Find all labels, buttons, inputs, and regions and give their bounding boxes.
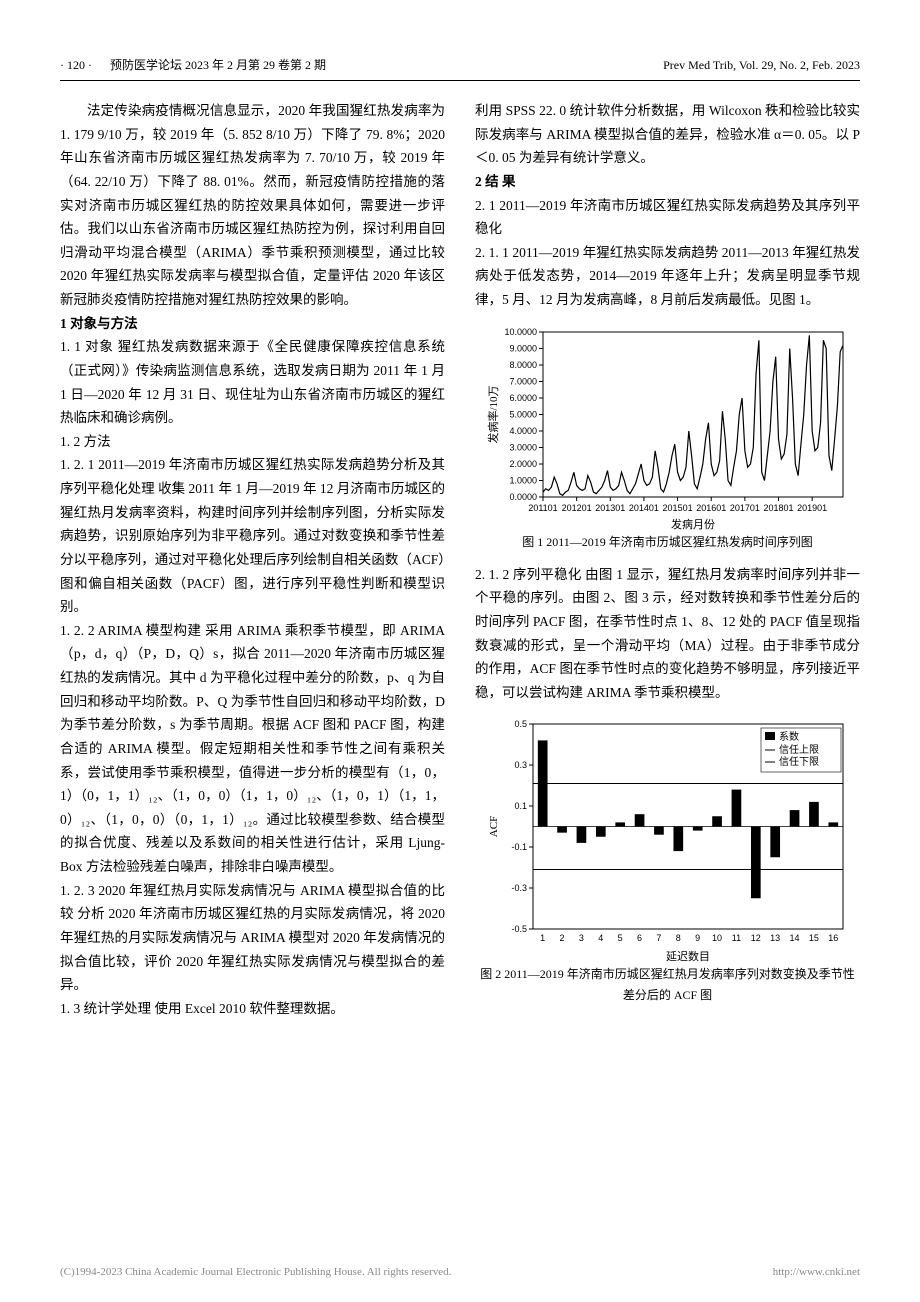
svg-text:9: 9 — [695, 933, 700, 943]
figure-1: 0.0000 1.0000 2.0000 3.0000 4.0000 5.0000 6.00… — [475, 322, 860, 553]
svg-text:0.5: 0.5 — [514, 719, 527, 729]
right-column: 利用 SPSS 22. 0 统计软件分析数据，用 Wilcoxon 秩和检验比较… — [475, 99, 860, 1020]
svg-text:11: 11 — [731, 933, 740, 943]
section-1-1: 1. 1 对象 猩红热发病数据来源于《全民健康保障疾控信息系统（正式网）》传染病… — [60, 335, 445, 430]
page-header: · 120 · 预防医学论坛 2023 年 2 月第 29 卷第 2 期 Pre… — [60, 55, 860, 81]
section-2-title: 2 结 果 — [475, 170, 860, 194]
svg-text:201101: 201101 — [528, 503, 557, 513]
svg-text:15: 15 — [808, 933, 818, 943]
svg-text:1: 1 — [540, 933, 545, 943]
section-1-title: 1 对象与方法 — [60, 312, 445, 336]
figure-2: -0.5-0.3-0.10.10.30.51234567891011121314… — [475, 714, 860, 1006]
svg-text:2: 2 — [559, 933, 564, 943]
svg-text:0.0000: 0.0000 — [509, 492, 537, 502]
figure-1-caption: 图 1 2011—2019 年济南市历城区猩红热发病时间序列图 — [475, 532, 860, 553]
intro-para: 法定传染病疫情概况信息显示，2020 年我国猩红热发病率为 1. 179 9/1… — [60, 99, 445, 312]
svg-text:13: 13 — [770, 933, 780, 943]
svg-text:1.0000: 1.0000 — [509, 475, 537, 485]
figure-2-chart: -0.5-0.3-0.10.10.30.51234567891011121314… — [483, 714, 853, 964]
svg-text:0.3: 0.3 — [514, 760, 527, 770]
svg-text:4.0000: 4.0000 — [509, 426, 537, 436]
svg-text:10.0000: 10.0000 — [504, 327, 537, 337]
journal-cn: 预防医学论坛 2023 年 2 月第 29 卷第 2 期 — [110, 55, 326, 76]
svg-text:6.0000: 6.0000 — [509, 393, 537, 403]
page-footer: (C)1994-2023 China Academic Journal Elec… — [60, 1263, 860, 1282]
page-number: · 120 · — [60, 55, 92, 76]
svg-text:201901: 201901 — [797, 503, 827, 513]
svg-text:201701: 201701 — [729, 503, 759, 513]
svg-text:3: 3 — [578, 933, 583, 943]
svg-text:201201: 201201 — [561, 503, 591, 513]
svg-text:-0.1: -0.1 — [511, 842, 527, 852]
section-2-1-1: 2. 1. 1 2011—2019 年猩红热实际发病趋势 2011—2013 年… — [475, 241, 860, 312]
content-columns: 法定传染病疫情概况信息显示，2020 年我国猩红热发病率为 1. 179 9/1… — [60, 99, 860, 1020]
section-1-2-2: 1. 2. 2 ARIMA 模型构建 采用 ARIMA 乘积季节模型，即 ARI… — [60, 619, 445, 879]
svg-text:0.1: 0.1 — [514, 801, 527, 811]
section-2-1: 2. 1 2011—2019 年济南市历城区猩红热实际发病趋势及其序列平稳化 — [475, 194, 860, 241]
svg-text:2.0000: 2.0000 — [509, 459, 537, 469]
svg-text:9.0000: 9.0000 — [509, 343, 537, 353]
section-1-2-3: 1. 2. 3 2020 年猩红热月实际发病情况与 ARIMA 模型拟合值的比较… — [60, 879, 445, 997]
figure-1-chart: 0.0000 1.0000 2.0000 3.0000 4.0000 5.0000 6.00… — [483, 322, 853, 532]
svg-text:7.0000: 7.0000 — [509, 376, 537, 386]
section-1-3: 1. 3 统计学处理 使用 Excel 2010 软件整理数据。 — [60, 997, 445, 1021]
svg-text:4: 4 — [598, 933, 603, 943]
svg-text:发病率/10万: 发病率/10万 — [486, 385, 500, 443]
svg-text:16: 16 — [828, 933, 838, 943]
svg-text:7: 7 — [656, 933, 661, 943]
svg-text:201801: 201801 — [763, 503, 793, 513]
figure-2-caption: 图 2 2011—2019 年济南市历城区猩红热月发病率序列对数变换及季节性差分… — [475, 964, 860, 1006]
svg-text:ACF: ACF — [488, 816, 500, 837]
footer-copyright: (C)1994-2023 China Academic Journal Elec… — [60, 1263, 451, 1282]
svg-text:201401: 201401 — [628, 503, 658, 513]
svg-text:12: 12 — [750, 933, 760, 943]
svg-text:信任上限: 信任上限 — [779, 743, 819, 756]
svg-text:5: 5 — [617, 933, 622, 943]
left-column: 法定传染病疫情概况信息显示，2020 年我国猩红热发病率为 1. 179 9/1… — [60, 99, 445, 1020]
svg-text:14: 14 — [789, 933, 799, 943]
svg-text:3.0000: 3.0000 — [509, 442, 537, 452]
svg-text:延迟数目: 延迟数目 — [666, 950, 710, 963]
svg-text:201501: 201501 — [662, 503, 692, 513]
svg-text:系数: 系数 — [779, 730, 799, 743]
svg-text:201301: 201301 — [595, 503, 625, 513]
footer-url: http://www.cnki.net — [773, 1263, 860, 1282]
svg-text:-0.3: -0.3 — [511, 883, 527, 893]
svg-text:10: 10 — [712, 933, 722, 943]
svg-text:8.0000: 8.0000 — [509, 360, 537, 370]
section-2-1-2: 2. 1. 2 序列平稳化 由图 1 显示，猩红热月发病率时间序列并非一个平稳的… — [475, 563, 860, 705]
cont-para: 利用 SPSS 22. 0 统计软件分析数据，用 Wilcoxon 秩和检验比较… — [475, 99, 860, 170]
svg-text:6: 6 — [637, 933, 642, 943]
svg-text:8: 8 — [675, 933, 680, 943]
journal-en: Prev Med Trib, Vol. 29, No. 2, Feb. 2023 — [663, 55, 860, 76]
svg-text:发病月份: 发病月份 — [671, 517, 715, 531]
section-1-2-1: 1. 2. 1 2011—2019 年济南市历城区猩红热实际发病趋势分析及其序列… — [60, 453, 445, 618]
svg-text:-0.5: -0.5 — [511, 924, 527, 934]
svg-text:201601: 201601 — [696, 503, 726, 513]
svg-text:5.0000: 5.0000 — [509, 409, 537, 419]
section-1-2: 1. 2 方法 — [60, 430, 445, 454]
svg-text:信任下限: 信任下限 — [779, 755, 819, 768]
